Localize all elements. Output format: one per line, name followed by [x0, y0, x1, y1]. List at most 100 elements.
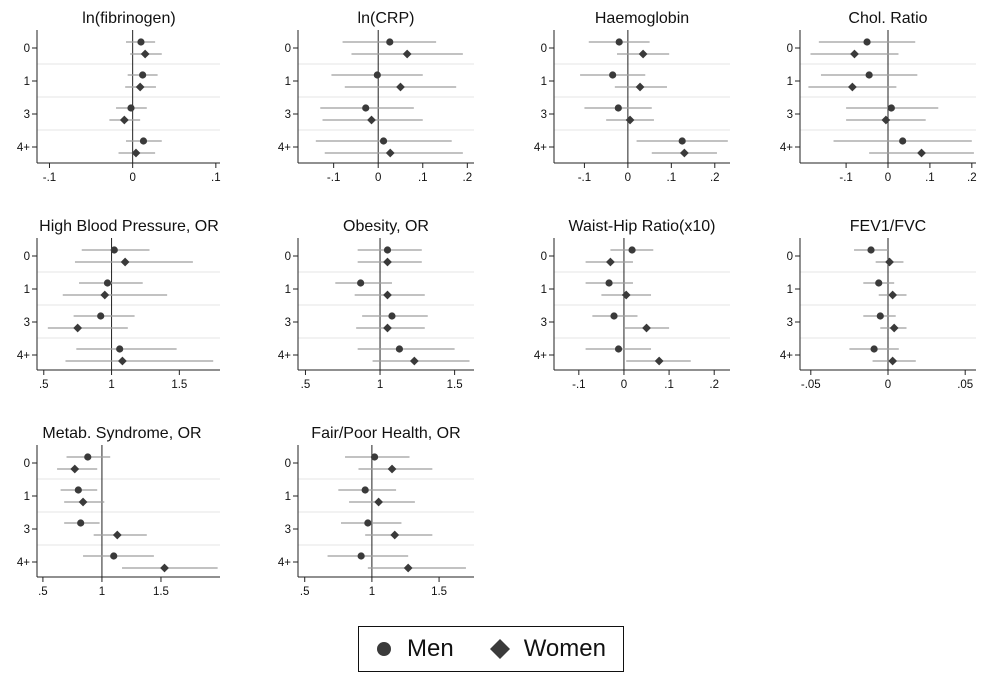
x-tick-label: 1 — [108, 379, 114, 391]
point-women — [73, 323, 83, 333]
y-tick-label: 3 — [285, 109, 291, 121]
panel-title: High Blood Pressure, OR — [39, 218, 219, 235]
point-women — [390, 530, 400, 540]
panel: Metab. Syndrome, OR 0 1 3 4+ .5 1 1.5 — [17, 425, 220, 598]
point-women — [396, 82, 405, 92]
point-women — [383, 323, 392, 333]
panel: ln(fibrinogen) 0 1 3 4+ -.1 0 .1 — [17, 10, 221, 184]
y-tick-label: 4+ — [278, 557, 291, 569]
y-tick-label: 0 — [285, 458, 291, 470]
legend-diamond-marker — [489, 639, 510, 659]
x-tick-label: .1 — [667, 172, 677, 184]
x-tick-label: .2 — [463, 172, 473, 184]
point-men — [116, 345, 124, 353]
y-tick-label: 3 — [285, 524, 291, 536]
x-tick-label: 0 — [621, 379, 627, 391]
y-tick-label: 0 — [24, 251, 30, 263]
point-men — [876, 312, 884, 320]
x-tick-label: 0 — [375, 172, 381, 184]
point-men — [74, 486, 82, 494]
point-women — [100, 290, 110, 300]
x-tick-label: 1.5 — [171, 379, 187, 391]
x-tick-label: 0 — [625, 172, 631, 184]
point-women — [889, 323, 899, 333]
y-tick-label: 1 — [285, 76, 291, 88]
x-tick-label: 0 — [885, 172, 891, 184]
y-tick-label: 0 — [285, 43, 291, 55]
x-tick-label: .5 — [39, 379, 49, 391]
panel-title: ln(fibrinogen) — [82, 10, 175, 27]
point-men — [388, 312, 396, 320]
point-men — [614, 104, 622, 112]
panel-title: Obesity, OR — [343, 218, 429, 235]
y-tick-label: 1 — [787, 76, 793, 88]
point-women — [403, 563, 413, 573]
y-tick-label: 1 — [24, 491, 30, 503]
point-men — [361, 486, 369, 494]
panel-title: Metab. Syndrome, OR — [42, 425, 201, 442]
y-tick-label: 0 — [787, 251, 793, 263]
y-tick-label: 3 — [541, 109, 547, 121]
panel-title: ln(CRP) — [358, 10, 415, 27]
point-women — [387, 464, 397, 474]
x-tick-label: .5 — [300, 586, 310, 598]
y-tick-label: 1 — [285, 284, 291, 296]
point-women — [625, 115, 635, 125]
y-tick-label: 3 — [24, 109, 30, 121]
point-women — [885, 257, 894, 267]
point-women — [140, 49, 150, 59]
panel-title: FEV1/FVC — [850, 218, 926, 235]
point-women — [120, 257, 130, 267]
y-tick-label: 0 — [541, 251, 547, 263]
legend-label-women: Women — [523, 635, 606, 662]
y-tick-label: 3 — [285, 317, 291, 329]
y-tick-label: 4+ — [17, 350, 30, 362]
point-men — [609, 71, 617, 79]
point-women — [374, 497, 384, 507]
x-tick-label: 1 — [99, 586, 105, 598]
point-women — [112, 530, 122, 540]
point-men — [357, 279, 365, 287]
point-men — [364, 519, 372, 527]
y-tick-label: 4+ — [278, 350, 291, 362]
point-men — [137, 38, 145, 46]
y-tick-label: 1 — [541, 76, 547, 88]
point-women — [638, 49, 648, 59]
point-women — [642, 323, 651, 333]
panel: High Blood Pressure, OR 0 1 3 4+ .5 1 1.5 — [17, 218, 220, 391]
panel-title: Waist-Hip Ratio(x10) — [569, 218, 716, 235]
point-women — [881, 115, 891, 125]
point-men — [865, 71, 873, 79]
point-women — [383, 257, 392, 267]
y-tick-label: 0 — [285, 251, 291, 263]
point-men — [97, 312, 105, 320]
point-women — [606, 257, 615, 267]
point-men — [362, 104, 370, 112]
point-men — [373, 71, 381, 79]
y-tick-label: 1 — [24, 76, 30, 88]
point-men — [77, 519, 85, 527]
point-women — [367, 115, 376, 125]
point-men — [139, 71, 147, 79]
y-tick-label: 0 — [24, 458, 30, 470]
x-tick-label: -.1 — [578, 172, 591, 184]
y-tick-label: 3 — [24, 524, 30, 536]
point-men — [610, 312, 618, 320]
point-women — [888, 356, 898, 366]
point-women — [385, 148, 395, 158]
point-women — [135, 82, 145, 92]
x-tick-label: .5 — [301, 379, 311, 391]
y-tick-label: 0 — [787, 43, 793, 55]
x-tick-label: 1.5 — [153, 586, 169, 598]
point-men — [875, 279, 883, 287]
x-tick-label: -.05 — [801, 379, 821, 391]
panel: Waist-Hip Ratio(x10) 0 1 3 4+ -.1 0 .1 .2 — [534, 218, 730, 391]
panel: Chol. Ratio 0 1 3 4+ -.1 0 .1 .2 — [780, 10, 977, 184]
y-tick-label: 4+ — [780, 142, 793, 154]
x-tick-label: -.1 — [43, 172, 56, 184]
y-tick-label: 1 — [24, 284, 30, 296]
legend-circle-marker — [377, 642, 391, 656]
point-women — [160, 563, 169, 573]
point-men — [386, 38, 394, 46]
point-men — [379, 137, 388, 145]
